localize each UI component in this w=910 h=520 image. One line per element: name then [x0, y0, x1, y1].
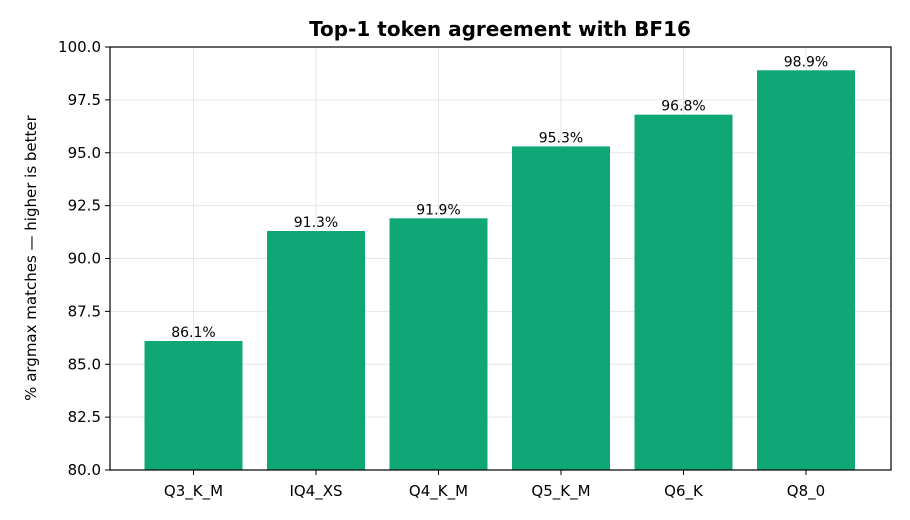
x-tick-label: IQ4_XS	[289, 482, 342, 501]
bar-value-label: 98.9%	[784, 54, 828, 70]
bars	[144, 70, 855, 471]
bar-value-label: 91.3%	[294, 215, 338, 231]
y-axis-label: % argmax matches — higher is better	[22, 114, 40, 400]
y-tick-label: 92.5	[68, 197, 101, 215]
y-tick-label: 85.0	[68, 355, 101, 373]
x-tick-label: Q8_0	[787, 482, 825, 501]
x-tick-label: Q4_K_M	[409, 482, 468, 501]
bar-value-label: 91.9%	[416, 202, 460, 218]
plot-frame	[109, 46, 892, 471]
bar-value-label: 86.1%	[171, 325, 215, 341]
bar-q8-0	[757, 70, 855, 470]
data-labels: 86.1% 91.3% 91.9% 95.3% 96.8% 98.9%	[171, 54, 828, 341]
y-tick-label: 80.0	[68, 461, 101, 479]
y-tick-label: 87.5	[68, 302, 101, 320]
y-tick-label: 90.0	[68, 250, 101, 268]
y-tick-label: 95.0	[68, 144, 101, 162]
x-tick-label: Q5_K_M	[531, 482, 590, 501]
y-tick-label: 97.5	[68, 91, 101, 109]
bar-value-label: 96.8%	[661, 99, 705, 115]
bar-q6-k	[634, 114, 733, 471]
axis-ticks: 80.0 82.5 85.0 87.5 90.0 92.5 95.0 97.5 100.0 Q3_…	[58, 38, 825, 501]
x-tick-label: Q6_K	[664, 482, 704, 501]
bar-q3-k-m	[144, 340, 243, 470]
y-tick-label: 82.5	[68, 408, 101, 426]
chart-title: Top-1 token agreement with BF16	[309, 17, 691, 41]
y-tick-label: 100.0	[58, 38, 101, 56]
x-tick-label: Q3_K_M	[164, 482, 223, 501]
bar-q5-k-m	[512, 146, 610, 470]
bar-iq4-xs	[267, 231, 365, 470]
bar-q4-k-m	[389, 218, 488, 470]
bar-value-label: 95.3%	[539, 130, 583, 146]
